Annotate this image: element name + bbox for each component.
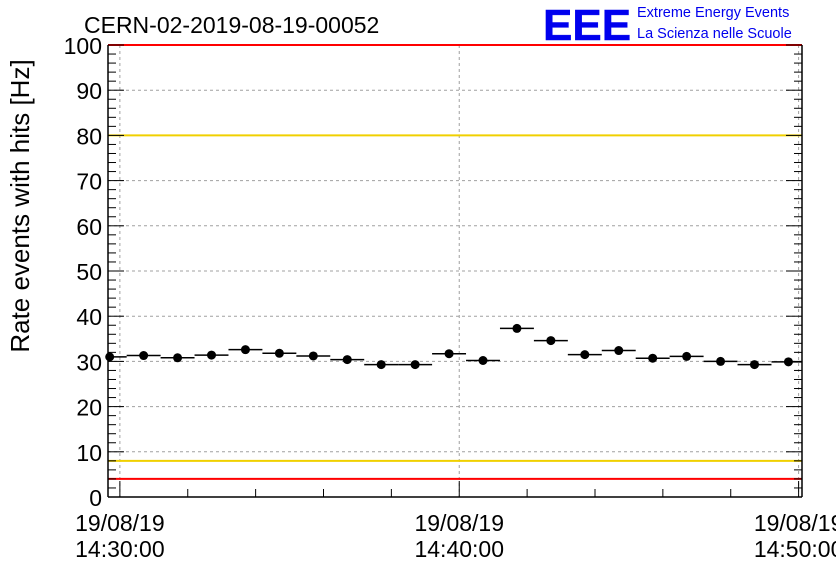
data-point: [580, 350, 590, 360]
data-point: [682, 351, 692, 361]
logo-line1: Extreme Energy Events: [637, 5, 789, 21]
data-points: [105, 323, 802, 370]
data-point: [410, 360, 420, 370]
logo-line2: La Scienza nelle Scuole: [637, 26, 792, 42]
data-point: [478, 355, 488, 365]
data-point: [444, 349, 454, 359]
data-point: [274, 348, 284, 358]
chart-title: CERN-02-2019-08-19-00052: [84, 12, 379, 38]
data-point: [546, 336, 556, 346]
x-tick-labels: 19/08/1914:30:0019/08/1914:40:0019/08/19…: [75, 510, 836, 562]
y-tick-label: 70: [76, 169, 102, 195]
x-tick-date-label: 19/08/19: [754, 510, 836, 536]
data-point: [716, 356, 726, 366]
x-tick-time-label: 14:40:00: [414, 536, 504, 562]
data-point: [783, 357, 793, 367]
data-point: [173, 353, 183, 363]
y-tick-label: 30: [76, 349, 102, 375]
y-tick-label: 50: [76, 259, 102, 285]
y-tick-label: 40: [76, 304, 102, 330]
y-tick-label: 0: [89, 485, 102, 511]
y-axis-label: Rate events with hits [Hz]: [5, 59, 35, 352]
y-tick-label: 20: [76, 395, 102, 421]
data-point: [240, 345, 250, 355]
y-tick-label: 90: [76, 78, 102, 104]
x-tick-date-label: 19/08/19: [75, 510, 165, 536]
y-tick-label: 60: [76, 214, 102, 240]
data-point: [512, 323, 522, 333]
grid-lines: [108, 45, 802, 497]
x-tick-time-label: 14:50:00: [754, 536, 836, 562]
x-tick-date-label: 19/08/19: [414, 510, 504, 536]
data-point: [648, 353, 658, 363]
data-point: [139, 351, 149, 361]
y-tick-labels: 0 10 20 30 40 50 60 70 80 90 100: [64, 33, 102, 511]
eee-logo: EEE Extreme Energy Events La Scienza nel…: [543, 1, 792, 51]
y-tick-label: 10: [76, 440, 102, 466]
logo-mark: EEE: [543, 1, 631, 50]
data-point: [376, 360, 386, 370]
data-point: [207, 350, 217, 360]
data-point: [614, 346, 624, 356]
data-point: [308, 351, 318, 361]
data-point: [105, 352, 115, 362]
reference-lines: [108, 44, 802, 480]
y-tick-label: 100: [64, 33, 102, 59]
axes: [107, 44, 803, 498]
x-tick-time-label: 14:30:00: [75, 536, 165, 562]
data-point: [342, 355, 352, 365]
y-tick-label: 80: [76, 123, 102, 149]
data-point: [749, 360, 759, 370]
